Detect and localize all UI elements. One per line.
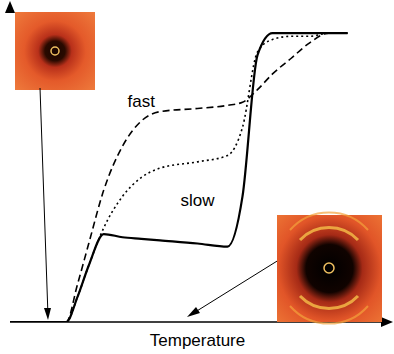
svg-text:Temperature: Temperature [150,331,245,350]
svg-text:slow: slow [180,191,215,210]
svg-text:fast: fast [128,92,156,111]
